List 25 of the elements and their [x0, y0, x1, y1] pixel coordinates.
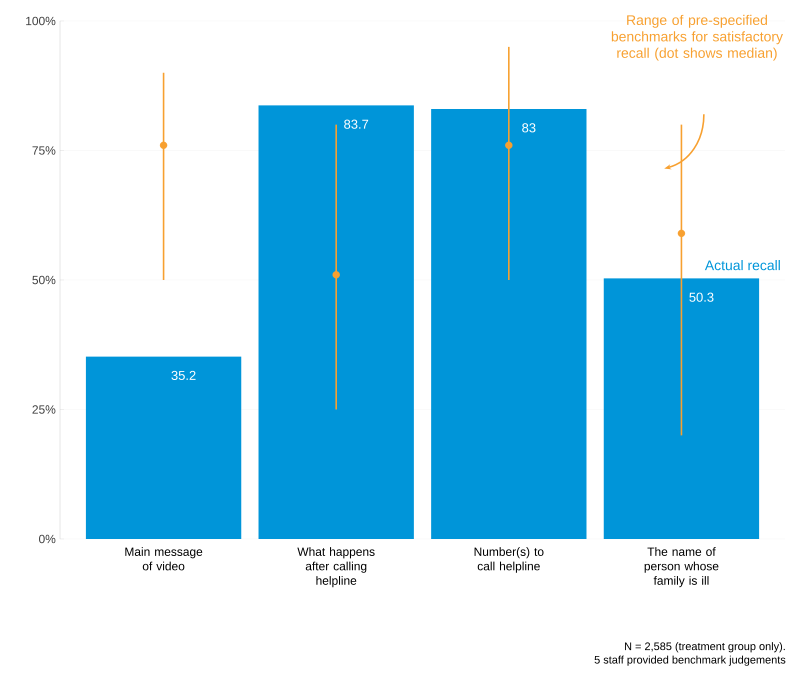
point [160, 142, 168, 150]
y-tick-label: 75% [32, 146, 56, 155]
y-tick-label: 100% [26, 16, 56, 26]
y-tick-label: 0% [39, 534, 56, 544]
x-tick-label: Main message of video [125, 547, 202, 570]
bar [86, 356, 242, 539]
x-tick-label: What happens after calling helpline [297, 547, 375, 588]
x-tick-label: The name of person whose family is ill [644, 547, 718, 588]
bar [431, 109, 586, 539]
point [678, 230, 686, 238]
data-label: 83.7 [344, 120, 368, 129]
point [505, 142, 513, 150]
point [332, 271, 340, 278]
text: Range of pre-specified benchmarks for satisfactory recall (dot shows median) [612, 14, 783, 61]
y-tick-label: 25% [32, 405, 56, 414]
x-tick-label: Number(s) to call helpline [474, 547, 544, 573]
y-tick-label: 50% [32, 276, 56, 284]
text: 5 staff provided benchmark judgements [594, 656, 786, 666]
bar [604, 278, 760, 539]
data-label: 50.3 [689, 292, 714, 302]
text: N = 2,585 (treatment group only). [624, 642, 785, 652]
bar [258, 105, 414, 539]
data-label: 83 [522, 123, 536, 132]
data-label: 35.2 [171, 370, 196, 380]
series-label: Actual recall [704, 260, 780, 270]
